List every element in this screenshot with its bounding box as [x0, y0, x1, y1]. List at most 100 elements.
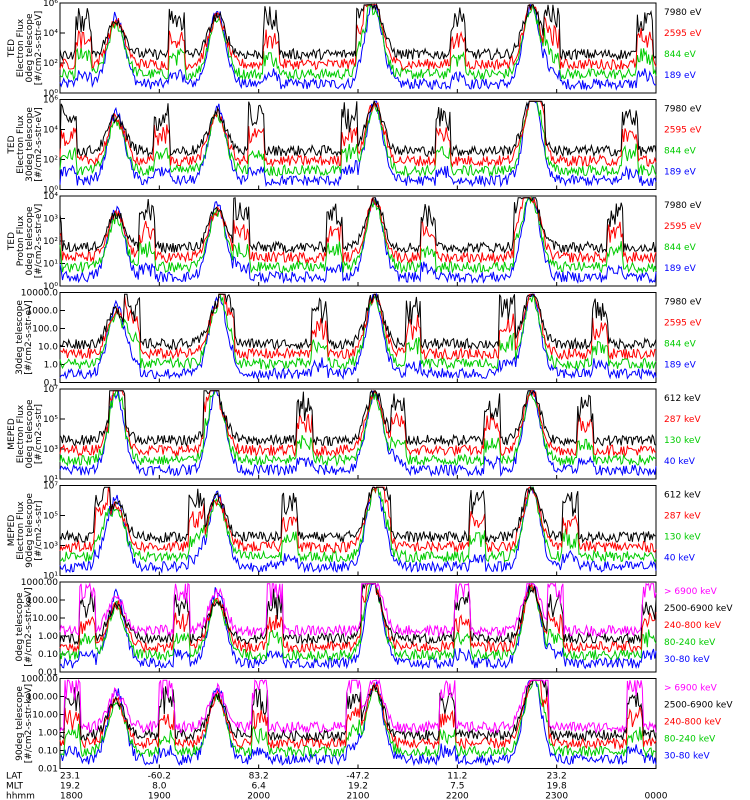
x-tick-label-hhmm: 0000: [645, 792, 668, 800]
legend-entry: 30-80 keV: [664, 655, 710, 665]
y-tick-label: 10⁴: [43, 126, 58, 136]
panel-meped-electron-0deg: 10¹ 10³ 10⁵ 10⁷ MEPED Electron Flux 0deg teles…: [7, 385, 701, 485]
y-axis-label-line: TED: [7, 232, 17, 251]
series-line: [59, 389, 657, 458]
legend-entry: 7980 eV: [664, 105, 702, 115]
series-line: [59, 390, 657, 478]
x-tick-label-mlt: 19.8: [547, 782, 567, 792]
y-tick-label: 10⁵: [43, 512, 58, 522]
y-axis-label-line: 90deg telescope: [25, 493, 35, 568]
y-tick-label: 1000.00: [21, 675, 58, 685]
x-tick-label-lat: 23.1: [60, 772, 80, 782]
x-tick-label-hhmm: 2100: [347, 792, 370, 800]
legend-entry: 240-800 keV: [664, 717, 722, 727]
series-line: [59, 582, 657, 638]
x-tick-label-hhmm: 2200: [446, 792, 469, 800]
x-tick-label-lat: -47.2: [346, 772, 369, 782]
y-axis-label-line: [#/cm2-s-str-eV]: [34, 107, 44, 182]
series-line: [59, 99, 657, 158]
y-tick-label: 10³: [43, 542, 58, 552]
y-tick-label: 10⁷: [43, 385, 58, 395]
legend-entry: 30-80 keV: [664, 751, 710, 761]
y-axis-label-line: Electron Flux: [16, 115, 26, 174]
legend-entry: 189 eV: [664, 71, 697, 81]
panel-meped-electron-90deg: 10¹ 10³ 10⁵ 10⁷ MEPED Electron Flux 90deg tele…: [7, 482, 701, 582]
y-tick-label: 10⁶: [43, 0, 58, 9]
y-tick-label: 10²: [43, 237, 58, 247]
panel-meped-proton-0deg: 0.01 0.10 1.00 10.00 100.00 1000.00 0deg teles…: [15, 578, 733, 678]
series-line: [59, 679, 657, 767]
series-line: [59, 679, 657, 743]
y-axis-label-line: 0deg telescope: [25, 399, 35, 469]
series-line: [59, 197, 657, 285]
time-axis: LATMLThhmm202123.119.21800Apr 09-60.28.0…: [6, 772, 668, 800]
y-tick-label: 10³: [43, 445, 58, 455]
panel-ted-electron-30deg: 10⁰ 10² 10⁴ 10⁶ TED Electron Flux 30deg telesc…: [7, 96, 702, 196]
y-tick-label: 10²: [43, 59, 58, 69]
legend-entry: 40 keV: [664, 457, 696, 467]
y-axis-label-line: Electron Flux: [16, 501, 26, 560]
y-tick-label: 10⁰: [43, 282, 58, 292]
y-tick-label: 10.00: [32, 711, 58, 721]
y-tick-label: 10¹: [43, 572, 58, 582]
x-tick-label-mlt: 19.2: [348, 782, 368, 792]
legend-entry: 2595 eV: [664, 318, 702, 328]
legend-entry: 80-240 keV: [664, 638, 716, 648]
legend-entry: 130 keV: [664, 436, 701, 446]
series-line: [59, 679, 657, 751]
series-line: [59, 486, 657, 554]
y-axis-label-line: TED: [7, 135, 17, 154]
legend-entry: 2500-6900 keV: [664, 604, 733, 614]
y-axis-label-line: 30deg telescope: [25, 107, 35, 182]
y-axis-label-line: Electron Flux: [16, 404, 26, 463]
y-tick-label: 10³: [43, 215, 58, 225]
legend-entry: 40 keV: [664, 553, 696, 563]
y-axis-label-line: MEPED: [7, 515, 17, 547]
y-tick-label: 10⁰: [43, 89, 58, 99]
x-tick-label-hhmm: 2000: [247, 792, 270, 800]
legend-entry: 844 eV: [664, 243, 697, 253]
x-axis-row-label: MLT: [6, 782, 24, 792]
y-tick-label: 1000.00: [21, 578, 58, 588]
series-line: [59, 3, 657, 92]
y-axis-label-line: [#/cm2-s-str]: [34, 404, 44, 464]
y-axis-label-line: 90deg telescope: [15, 686, 25, 761]
legend-entry: > 6900 keV: [664, 587, 718, 597]
legend-entry: 189 eV: [664, 167, 697, 177]
x-tick-label-hhmm: 1800: [60, 792, 83, 800]
legend-entry: 844 eV: [664, 339, 697, 349]
series-line: [59, 3, 657, 82]
series-line: [59, 100, 657, 178]
y-axis-label-line: MEPED: [7, 418, 17, 450]
panel-frame: [59, 388, 657, 480]
series-line: [59, 292, 657, 381]
x-tick-label-lat: 83.2: [249, 772, 269, 782]
y-tick-label: 1.00: [38, 729, 58, 739]
x-tick-label-hhmm: 1900: [148, 792, 171, 800]
y-axis-label-line: 0deg telescope: [15, 592, 25, 662]
x-tick-label-mlt: 6.4: [252, 782, 267, 792]
series-line: [59, 3, 657, 72]
y-tick-label: 10⁴: [43, 192, 58, 202]
x-axis-row-label: hhmm: [6, 792, 35, 800]
y-tick-label: 100.0: [32, 325, 58, 335]
legend-entry: 7980 eV: [664, 8, 702, 18]
y-axis-label-line: [#/cm2-s-str-eV]: [34, 11, 44, 86]
panel-ted-electron-0deg: 10⁰ 10² 10⁴ 10⁶ TED Electron Flux 0deg telesco…: [7, 0, 702, 99]
legend-entry: 2595 eV: [664, 125, 702, 135]
legend-entry: 612 keV: [664, 491, 701, 501]
x-tick-label-mlt: 7.5: [450, 782, 464, 792]
series-line: [59, 583, 657, 662]
x-tick-label-lat: -60.2: [148, 772, 171, 782]
series-line: [59, 390, 657, 467]
series-line: [59, 583, 657, 646]
y-tick-label: 10.0: [38, 343, 58, 353]
y-axis-label-line: [#/cm2-s-str-eV]: [24, 300, 34, 375]
legend-entry: > 6900 keV: [664, 684, 718, 694]
x-tick-label-mlt: 8.0: [152, 782, 167, 792]
legend-entry: 189 eV: [664, 360, 697, 370]
y-tick-label: 0.10: [38, 747, 58, 757]
series-line: [59, 196, 657, 275]
